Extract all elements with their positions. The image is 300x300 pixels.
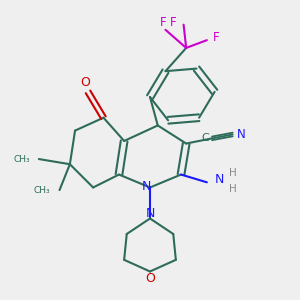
Text: O: O: [145, 272, 155, 285]
Text: C: C: [201, 134, 209, 143]
Text: N: N: [215, 173, 224, 186]
Text: F: F: [160, 16, 166, 29]
Text: O: O: [80, 76, 90, 89]
Text: F: F: [170, 16, 177, 28]
Text: H: H: [229, 184, 237, 194]
Text: CH₃: CH₃: [13, 154, 30, 164]
Text: CH₃: CH₃: [34, 186, 50, 195]
Text: N: N: [142, 180, 152, 193]
Text: F: F: [213, 31, 219, 44]
Text: N: N: [145, 207, 155, 220]
Text: H: H: [229, 168, 237, 178]
Text: N: N: [237, 128, 245, 141]
